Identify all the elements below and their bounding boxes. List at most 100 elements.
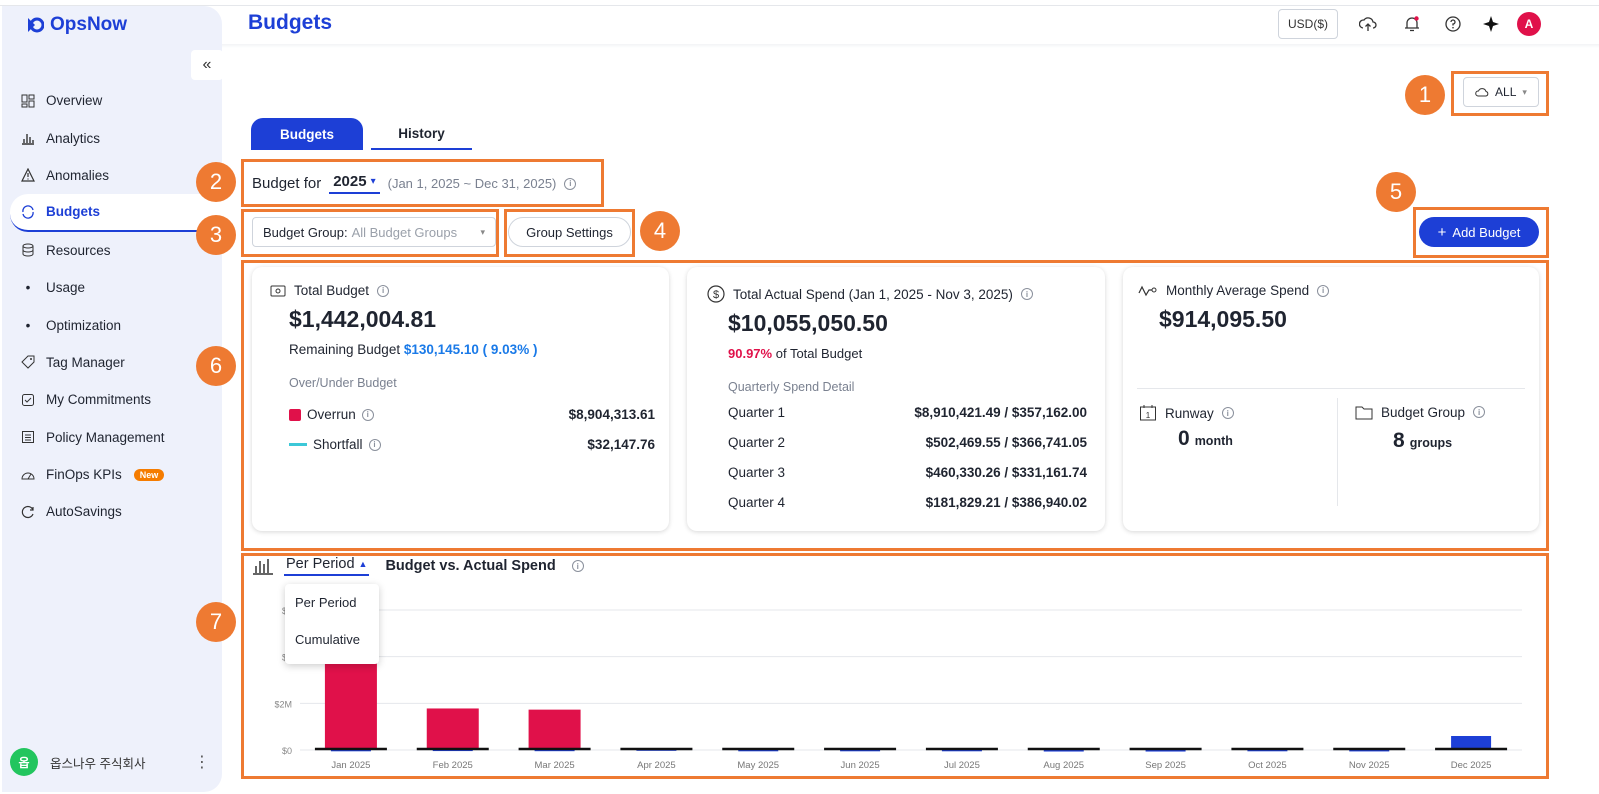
budget-group-select[interactable]: Budget Group: All Budget Groups ▾ bbox=[252, 217, 496, 247]
sidebar-item-label: My Commitments bbox=[46, 392, 152, 408]
dollar-circle-icon: $ bbox=[707, 285, 725, 303]
annotation-box-4 bbox=[504, 209, 635, 257]
help-icon[interactable] bbox=[1441, 12, 1465, 36]
refresh-icon bbox=[20, 504, 36, 520]
remaining-budget: Remaining Budget $130,145.10 ( 9.03% ) bbox=[289, 342, 537, 357]
info-icon[interactable]: i bbox=[368, 438, 381, 451]
overrun-label: Overrun bbox=[307, 407, 356, 422]
shortfall-row: Shortfall i $32,147.76 bbox=[289, 437, 655, 452]
sidebar-item-finops-kpis[interactable]: FinOps KPIs New bbox=[10, 456, 224, 493]
group-settings-button[interactable]: Group Settings bbox=[508, 217, 631, 247]
sidebar-item-label: Tag Manager bbox=[46, 354, 125, 370]
shortfall-value: $32,147.76 bbox=[587, 437, 655, 452]
wallet-icon bbox=[270, 285, 286, 296]
calendar-icon: 1 bbox=[1140, 405, 1156, 421]
bar-chart-icon bbox=[253, 559, 273, 575]
info-icon[interactable]: i bbox=[1221, 407, 1234, 419]
svg-text:1: 1 bbox=[1146, 411, 1151, 420]
period-value: Per Period bbox=[286, 556, 355, 572]
runway-unit: month bbox=[1194, 434, 1233, 448]
sidebar-item-anomalies[interactable]: Anomalies bbox=[10, 157, 224, 194]
dropdown-option-cumulative[interactable]: Cumulative bbox=[295, 632, 361, 647]
sidebar-item-autosavings[interactable]: AutoSavings bbox=[10, 493, 224, 530]
annotation-box-6 bbox=[241, 260, 1549, 551]
sidebar-item-tag-manager[interactable]: Tag Manager bbox=[10, 344, 224, 381]
info-icon[interactable]: i bbox=[377, 284, 390, 297]
sidebar-item-label: FinOps KPIs bbox=[46, 467, 122, 483]
actual-bar bbox=[1247, 749, 1288, 752]
cloud-icon bbox=[1475, 88, 1489, 97]
info-icon[interactable]: i bbox=[361, 408, 374, 421]
currency-select[interactable]: USD($) bbox=[1278, 9, 1338, 39]
runway-label: Runway bbox=[1165, 405, 1214, 421]
total-budget-card: Total Budget i $1,442,004.81 Remaining B… bbox=[252, 267, 669, 531]
quarter-row: Quarter 4 $181,829.21 / $386,940.02 bbox=[728, 495, 1087, 510]
quarterly-detail-label: Quarterly Spend Detail bbox=[728, 380, 855, 394]
opsnow-logo[interactable]: OpsNow bbox=[24, 14, 127, 36]
info-icon[interactable]: i bbox=[571, 560, 584, 572]
annotation-box-1 bbox=[1451, 71, 1549, 116]
x-tick-label: Mar 2025 bbox=[535, 760, 575, 771]
wave-icon bbox=[1138, 285, 1157, 296]
tab-history[interactable]: History bbox=[371, 118, 472, 150]
user-name: 옵스나우 주식회사 bbox=[50, 756, 146, 771]
sidebar-item-label: Resources bbox=[46, 242, 111, 258]
sidebar-item-optimization[interactable]: • Optimization bbox=[10, 306, 224, 343]
dropdown-option-per-period[interactable]: Per Period bbox=[295, 595, 357, 610]
annotation-badge-3: 3 bbox=[196, 215, 236, 255]
period-select[interactable]: Per Period ▲ bbox=[284, 556, 370, 576]
warning-icon bbox=[20, 167, 36, 183]
actual-bar bbox=[1145, 749, 1186, 752]
overrun-row: Overrun i $8,904,313.61 bbox=[289, 407, 655, 422]
year-value: 2025 bbox=[333, 173, 367, 190]
add-budget-button[interactable]: + Add Budget bbox=[1419, 217, 1539, 247]
cloud-filter-value: ALL bbox=[1495, 85, 1517, 99]
annotation-box-5 bbox=[1413, 207, 1549, 258]
x-tick-label: Sep 2025 bbox=[1145, 760, 1186, 771]
cloud-provider-filter[interactable]: ALL ▾ bbox=[1463, 77, 1539, 107]
sidebar-item-label: Policy Management bbox=[46, 429, 165, 445]
sidebar-item-usage[interactable]: • Usage bbox=[10, 269, 224, 306]
sidebar-item-my-commitments[interactable]: My Commitments bbox=[10, 381, 224, 418]
sidebar-item-resources[interactable]: Resources bbox=[10, 232, 224, 269]
monthly-average-value: $914,095.50 bbox=[1159, 306, 1287, 332]
sparkle-ai-icon[interactable] bbox=[1479, 12, 1503, 36]
sidebar-item-analytics[interactable]: Analytics bbox=[10, 119, 224, 156]
x-tick-label: Aug 2025 bbox=[1043, 760, 1084, 771]
remaining-budget-label: Remaining Budget bbox=[289, 342, 401, 357]
info-icon[interactable]: i bbox=[1020, 288, 1033, 300]
actual-spend-card: $ Total Actual Spend (Jan 1, 2025 - Nov … bbox=[687, 267, 1105, 531]
more-vertical-icon[interactable]: ⋮ bbox=[194, 754, 210, 771]
budget-group-header: Budget Group i bbox=[1355, 404, 1486, 420]
chart-title: Budget vs. Actual Spend bbox=[385, 558, 556, 574]
x-tick-label: Nov 2025 bbox=[1349, 760, 1390, 771]
runway-header: 1 Runway i bbox=[1139, 404, 1234, 422]
x-tick-label: Feb 2025 bbox=[433, 760, 473, 771]
sidebar-item-policy-management[interactable]: Policy Management bbox=[10, 419, 224, 456]
quarter-label: Quarter 2 bbox=[728, 435, 786, 450]
info-icon[interactable]: i bbox=[1317, 284, 1330, 297]
info-icon[interactable]: i bbox=[564, 177, 577, 190]
sidebar-item-budgets[interactable]: Budgets bbox=[10, 194, 224, 232]
quarter-row: Quarter 3 $460,330.26 / $331,161.74 bbox=[728, 465, 1087, 480]
logo-text: OpsNow bbox=[50, 14, 128, 35]
user-profile[interactable]: 옵 옵스나우 주식회사 ⋮ bbox=[10, 748, 210, 776]
sidebar-collapse-button[interactable]: « bbox=[191, 50, 223, 80]
budget-group-label: Budget Group: bbox=[263, 224, 348, 240]
sidebar-item-overview[interactable]: Overview bbox=[10, 82, 224, 119]
tab-budgets[interactable]: Budgets bbox=[251, 118, 363, 150]
actual-bar bbox=[840, 749, 881, 752]
sidebar-item-label: Budgets bbox=[46, 204, 100, 220]
annotation-box-3 bbox=[241, 209, 499, 257]
quarter-value: $181,829.21 / $386,940.02 bbox=[925, 495, 1087, 510]
annotation-badge-4: 4 bbox=[640, 211, 680, 251]
budget-group-value-group: 8 groups bbox=[1393, 429, 1452, 453]
cloud-upload-icon[interactable] bbox=[1356, 12, 1380, 36]
actual-spend-header: $ Total Actual Spend (Jan 1, 2025 - Nov … bbox=[707, 285, 1033, 303]
notification-bell-icon[interactable] bbox=[1400, 12, 1424, 36]
year-select[interactable]: 2025 ▾ bbox=[329, 173, 380, 194]
plus-icon: + bbox=[1437, 223, 1447, 241]
user-avatar[interactable]: A bbox=[1517, 12, 1541, 36]
info-icon[interactable]: i bbox=[1473, 406, 1486, 418]
